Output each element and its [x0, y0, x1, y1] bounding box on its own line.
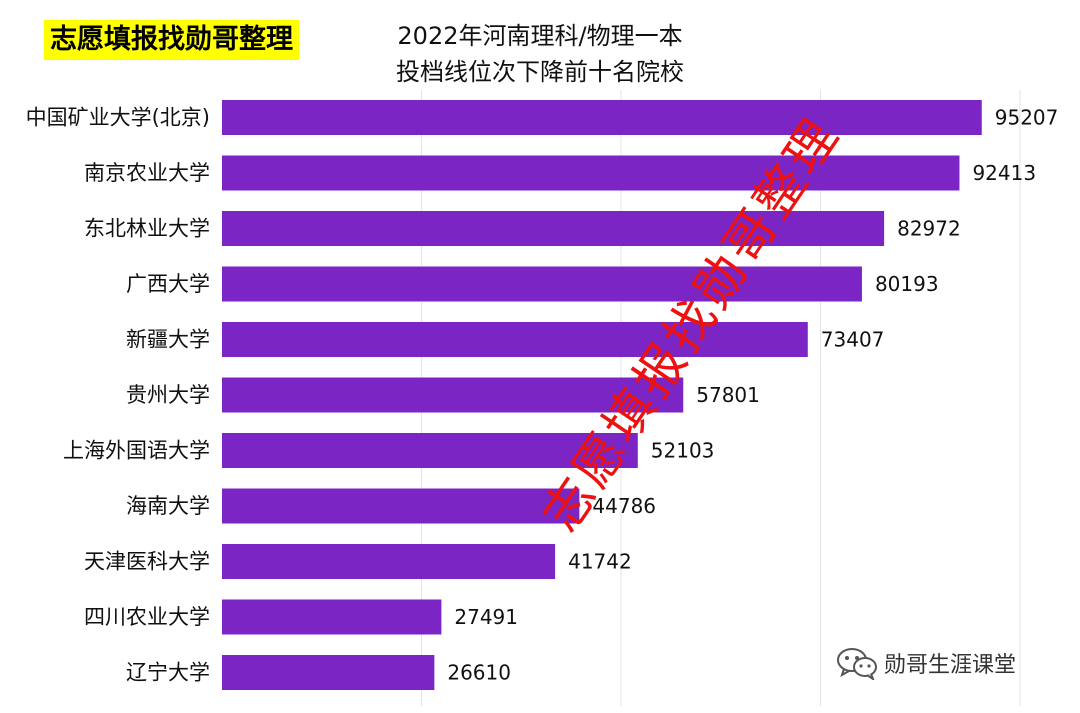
- account-name: 勋哥生涯课堂: [884, 653, 1017, 678]
- wechat-icon: [837, 648, 877, 680]
- category-label: 东北林业大学: [84, 217, 210, 241]
- category-label: 南京农业大学: [84, 161, 210, 185]
- bar: [222, 544, 556, 579]
- bar: [222, 155, 960, 191]
- data-label: 80193: [875, 272, 939, 296]
- category-label: 新疆大学: [126, 328, 210, 352]
- bar: [222, 266, 862, 302]
- category-label: 四川农业大学: [84, 605, 210, 629]
- chart-title: 2022年河南理科/物理一本 投档线位次下降前十名院校: [360, 18, 720, 90]
- data-label: 26610: [447, 661, 511, 685]
- bar: [222, 433, 638, 468]
- bar: [222, 100, 982, 135]
- bar: [222, 377, 684, 413]
- data-label: 44786: [592, 494, 656, 518]
- data-label: 92413: [972, 161, 1036, 185]
- bar: [222, 599, 442, 635]
- category-label: 辽宁大学: [126, 661, 210, 685]
- chart-title-line-2: 投档线位次下降前十名院校: [396, 58, 684, 86]
- data-label: 27491: [454, 605, 518, 629]
- data-label: 82972: [897, 217, 961, 241]
- category-label: 上海外国语大学: [63, 439, 210, 463]
- account-tag: 勋哥生涯课堂: [836, 646, 1016, 680]
- chart-title-line-1: 2022年河南理科/物理一本: [397, 22, 683, 50]
- brand-label: 志愿填报找勋哥整理: [44, 20, 299, 60]
- category-label: 海南大学: [126, 494, 210, 518]
- category-label: 广西大学: [126, 272, 210, 296]
- bar: [222, 322, 808, 357]
- category-label: 天津医科大学: [84, 550, 210, 574]
- bar: [222, 655, 435, 690]
- data-label: 57801: [696, 383, 760, 407]
- category-label: 中国矿业大学(北京): [26, 106, 210, 130]
- data-label: 95207: [995, 106, 1059, 130]
- data-label: 52103: [651, 439, 715, 463]
- data-label: 73407: [821, 328, 885, 352]
- bar: [222, 488, 580, 524]
- data-label: 41742: [568, 550, 632, 574]
- category-label: 贵州大学: [126, 383, 210, 407]
- bar: [222, 211, 885, 246]
